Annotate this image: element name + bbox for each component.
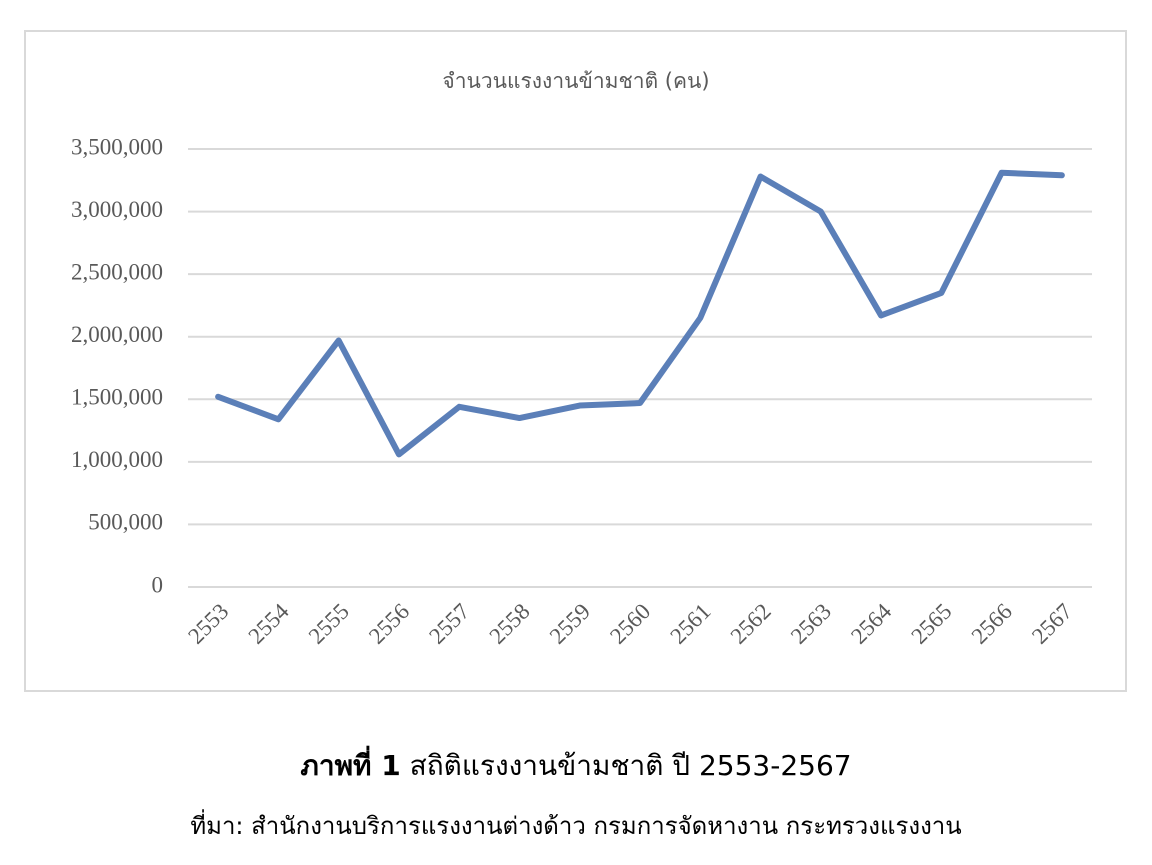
y-tick-label: 1,000,000 <box>71 447 163 472</box>
figure-caption: ภาพที่ 1 สถิติแรงงานข้ามชาติ ปี 2553-256… <box>300 745 851 782</box>
y-tick-label: 2,500,000 <box>71 259 163 284</box>
chart-border <box>24 30 1127 692</box>
y-tick-label: 2,000,000 <box>71 322 163 347</box>
y-tick-label: 0 <box>152 572 164 597</box>
figure-source: ที่มา: สำนักงานบริการแรงงานต่างด้าว กรมก… <box>190 809 961 840</box>
caption-text: สถิติแรงงานข้ามชาติ ปี 2553-2567 <box>410 749 852 782</box>
y-tick-label: 1,500,000 <box>71 385 163 410</box>
y-tick-label: 3,000,000 <box>71 197 163 222</box>
caption-label: ภาพที่ 1 <box>300 745 400 782</box>
data-line <box>215 169 1065 458</box>
chart-title: จำนวนแรงงานข้ามชาติ (คน) <box>442 69 709 93</box>
y-tick-label: 500,000 <box>88 510 163 535</box>
y-tick-label: 3,500,000 <box>71 134 163 159</box>
